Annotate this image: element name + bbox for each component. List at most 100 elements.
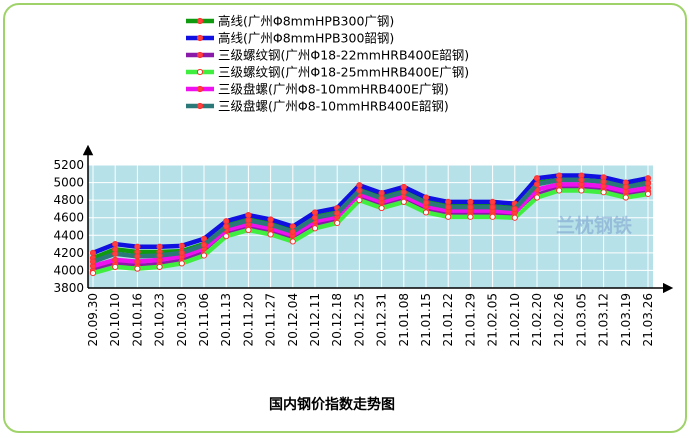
watermark: 兰枕钢铁 bbox=[556, 214, 632, 237]
data-point bbox=[533, 175, 541, 182]
data-point bbox=[334, 219, 341, 227]
data-point bbox=[467, 213, 474, 220]
x-tick-label: 21.03.26 bbox=[641, 293, 655, 346]
data-point bbox=[245, 226, 252, 234]
legend: 高线(广州Φ8mmHPB300广钢) 高线(广州Φ8mmHPB300韶钢) 三级螺纹… bbox=[186, 14, 469, 114]
data-point bbox=[334, 210, 341, 217]
legend-marker bbox=[196, 17, 204, 25]
series-line bbox=[92, 177, 649, 264]
x-tick-label: 20.10.16 bbox=[130, 293, 144, 346]
x-tick-label: 20.11.27 bbox=[264, 293, 278, 346]
legend-label: 高线(广州Φ8mmHPB300广钢) bbox=[218, 14, 394, 29]
data-point bbox=[400, 198, 407, 205]
x-tick-label: 21.03.19 bbox=[619, 293, 633, 346]
data-point bbox=[400, 189, 407, 196]
data-point bbox=[200, 235, 208, 242]
x-tick-label: 21.01.15 bbox=[419, 293, 433, 346]
data-point bbox=[112, 256, 119, 263]
data-point bbox=[223, 233, 230, 240]
data-point bbox=[511, 214, 518, 221]
legend-marker bbox=[196, 34, 204, 42]
legend-item: 高线(广州Φ8mmHPB300韶钢) bbox=[186, 31, 394, 46]
data-point bbox=[134, 253, 141, 260]
data-point bbox=[533, 194, 541, 201]
x-tick-label: 20.09.30 bbox=[86, 293, 100, 346]
y-tick-label: 4800 bbox=[53, 193, 84, 207]
y-tick-label: 4200 bbox=[53, 246, 84, 260]
data-point bbox=[289, 238, 296, 245]
data-point bbox=[489, 204, 496, 211]
x-tick-label: 20.12.25 bbox=[352, 293, 366, 346]
series-2 bbox=[89, 172, 652, 256]
legend-label: 三级盘螺(广州Φ8-10mmHRB400E广钢) bbox=[218, 82, 449, 97]
data-point bbox=[112, 240, 119, 248]
data-point bbox=[178, 242, 185, 249]
y-tick-label: 5200 bbox=[53, 158, 84, 172]
data-point bbox=[644, 190, 652, 198]
data-point bbox=[356, 187, 363, 194]
legend-item: 三级螺纹钢(广州Φ18-25mmHRB400E广钢) bbox=[186, 65, 469, 80]
data-point bbox=[89, 269, 97, 277]
data-point bbox=[134, 265, 141, 272]
data-point bbox=[378, 195, 385, 202]
legend-marker bbox=[196, 51, 204, 59]
x-tick-label: 20.11.13 bbox=[219, 293, 233, 346]
data-point bbox=[378, 190, 385, 197]
data-point bbox=[356, 197, 363, 204]
data-point bbox=[489, 213, 496, 220]
legend-label: 三级螺纹钢(广州Φ18-22mmHRB400E韶钢) bbox=[218, 48, 469, 63]
y-ticks: 3800 4000 4200 4400 4600 4800 5000 5200 bbox=[53, 158, 84, 295]
legend-marker bbox=[196, 102, 204, 110]
x-tick-label: 21.02.10 bbox=[508, 293, 522, 346]
x-tick-label: 21.02.26 bbox=[552, 293, 566, 346]
y-tick-label: 5000 bbox=[53, 176, 84, 190]
data-point bbox=[245, 211, 252, 219]
data-point bbox=[356, 182, 363, 189]
x-tick-label: 21.01.22 bbox=[441, 293, 455, 346]
data-point bbox=[556, 187, 563, 194]
x-tick-label: 20.11.20 bbox=[241, 293, 255, 346]
data-point bbox=[112, 263, 119, 271]
x-tick-label: 20.10.23 bbox=[153, 293, 167, 346]
x-tick-label: 21.02.05 bbox=[486, 293, 500, 346]
data-point bbox=[422, 199, 430, 206]
data-point bbox=[600, 189, 607, 196]
data-point bbox=[644, 180, 652, 187]
data-point bbox=[267, 231, 274, 238]
data-point bbox=[200, 252, 208, 259]
data-point bbox=[134, 243, 141, 250]
data-point bbox=[156, 243, 163, 250]
x-tick-label: 21.01.08 bbox=[397, 293, 411, 346]
data-point bbox=[400, 183, 407, 191]
data-point bbox=[422, 194, 430, 201]
data-point bbox=[422, 209, 430, 216]
data-point bbox=[178, 249, 185, 256]
y-tick-label: 3800 bbox=[53, 281, 84, 295]
series-4 bbox=[89, 187, 652, 277]
legend-item: 三级螺纹钢(广州Φ18-22mmHRB400E韶钢) bbox=[186, 48, 469, 63]
x-tick-label: 20.12.18 bbox=[330, 293, 344, 346]
data-point bbox=[178, 260, 185, 267]
data-point bbox=[245, 217, 252, 224]
legend-item: 高线(广州Φ8mmHPB300广钢) bbox=[186, 14, 394, 29]
legend-item: 三级盘螺(广州Φ8-10mmHRB400E韶钢) bbox=[186, 99, 449, 114]
x-tick-label: 21.01.29 bbox=[463, 293, 477, 346]
y-tick-label: 4600 bbox=[53, 211, 84, 225]
data-point bbox=[267, 221, 274, 228]
data-point bbox=[200, 241, 208, 249]
data-point bbox=[467, 204, 474, 211]
data-point bbox=[511, 205, 518, 213]
legend-marker bbox=[196, 85, 204, 93]
legend-marker bbox=[196, 68, 204, 76]
axes bbox=[82, 144, 674, 294]
data-point bbox=[445, 213, 452, 220]
data-point bbox=[600, 178, 607, 185]
series-line bbox=[92, 173, 649, 255]
x-tick-label: 20.10.10 bbox=[108, 293, 122, 346]
x-tick-label: 20.10.30 bbox=[175, 293, 189, 346]
data-point bbox=[134, 258, 141, 265]
y-tick-label: 4000 bbox=[53, 263, 84, 277]
data-point bbox=[578, 187, 585, 194]
chart-title: 国内钢价指数走势图 bbox=[269, 396, 395, 413]
